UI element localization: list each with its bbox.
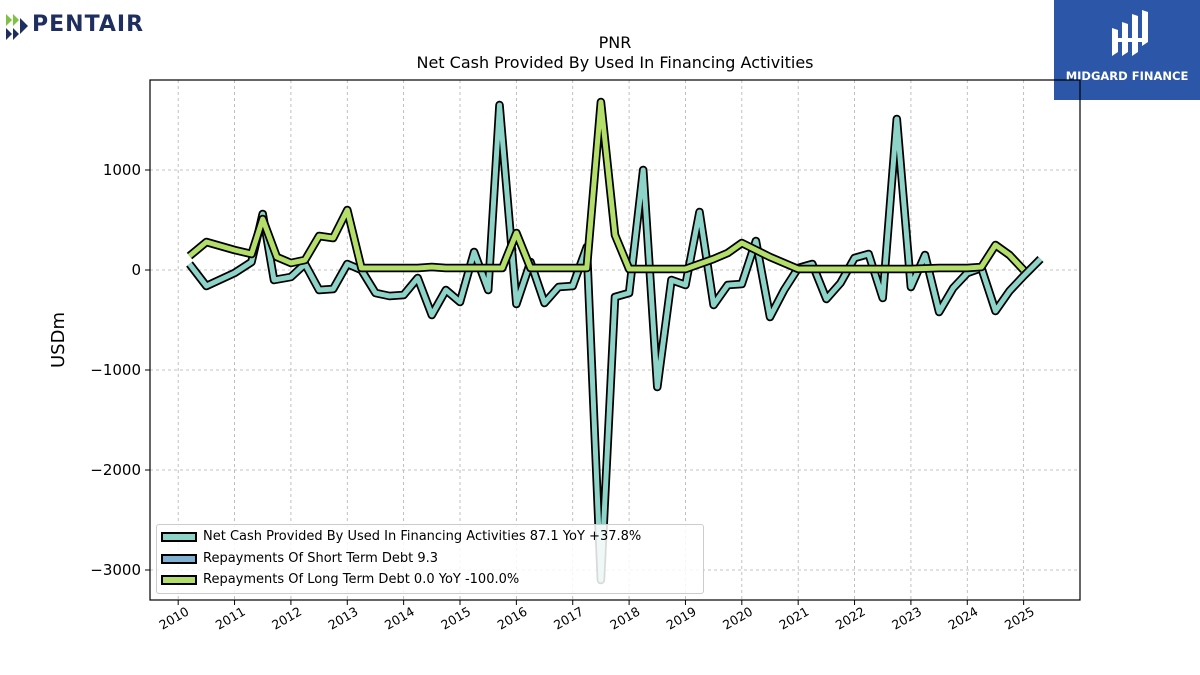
pentair-logo: PENTAIR (4, 4, 174, 44)
series-line-repayments-of-long-term-debt (187, 99, 1026, 272)
x-tick-label: 2023 (889, 604, 924, 633)
legend-item-short-term-debt: Repayments Of Short Term Debt 9.3 (161, 551, 438, 569)
y-tick-label: −2000 (90, 461, 141, 479)
y-tick-label: 1000 (103, 161, 141, 179)
x-tick-label: 2011 (213, 604, 248, 633)
midgard-mark-icon (1112, 10, 1148, 56)
plot-frame (149, 79, 1081, 601)
y-tick-label: −1000 (90, 361, 141, 379)
legend-label: Repayments Of Short Term Debt 9.3 (203, 551, 439, 566)
x-tick-label: 2024 (945, 604, 980, 633)
legend: Net Cash Provided By Used In Financing A… (156, 524, 704, 594)
legend-swatch (161, 574, 197, 585)
chart-title: PNR (598, 33, 632, 52)
x-tick-label: 2012 (269, 604, 304, 633)
midgard-finance-logo: MIDGARD FINANCE (1054, 0, 1200, 100)
series-line-net-cash-provided-by-used-in-financing-activities (187, 102, 1043, 583)
series-layer (186, 97, 1044, 585)
x-tick-label: 2022 (833, 604, 868, 633)
y-tick-label: 0 (131, 261, 141, 279)
legend-label: Net Cash Provided By Used In Financing A… (203, 529, 642, 544)
x-tick-label: 2010 (156, 604, 191, 633)
x-tick-label: 2019 (664, 604, 699, 633)
x-tick-label: 2014 (382, 604, 417, 633)
y-axis-label: USDm (48, 312, 69, 368)
x-tick-label: 2018 (607, 604, 642, 633)
x-tick-label: 2020 (720, 604, 755, 633)
x-tick-label: 2017 (551, 604, 586, 633)
legend-swatch (161, 531, 197, 542)
x-tick-label: 2015 (438, 604, 473, 633)
chart-subtitle: Net Cash Provided By Used In Financing A… (416, 53, 814, 72)
pentair-mark-icon (6, 14, 28, 40)
x-tick-label: 2025 (1002, 604, 1037, 633)
y-tick-label: −3000 (90, 561, 141, 579)
midgard-wordmark: MIDGARD FINANCE (1065, 69, 1189, 83)
pentair-wordmark: PENTAIR (32, 12, 145, 37)
legend-item-long-term-debt: Repayments Of Long Term Debt 0.0 YoY -10… (161, 572, 519, 590)
legend-swatch (161, 553, 197, 564)
x-tick-label: 2021 (776, 604, 811, 633)
legend-item-net-cash: Net Cash Provided By Used In Financing A… (161, 529, 641, 547)
legend-label: Repayments Of Long Term Debt 0.0 YoY -10… (203, 572, 520, 587)
x-tick-label: 2016 (495, 604, 530, 633)
x-tick-label: 2013 (325, 604, 360, 633)
